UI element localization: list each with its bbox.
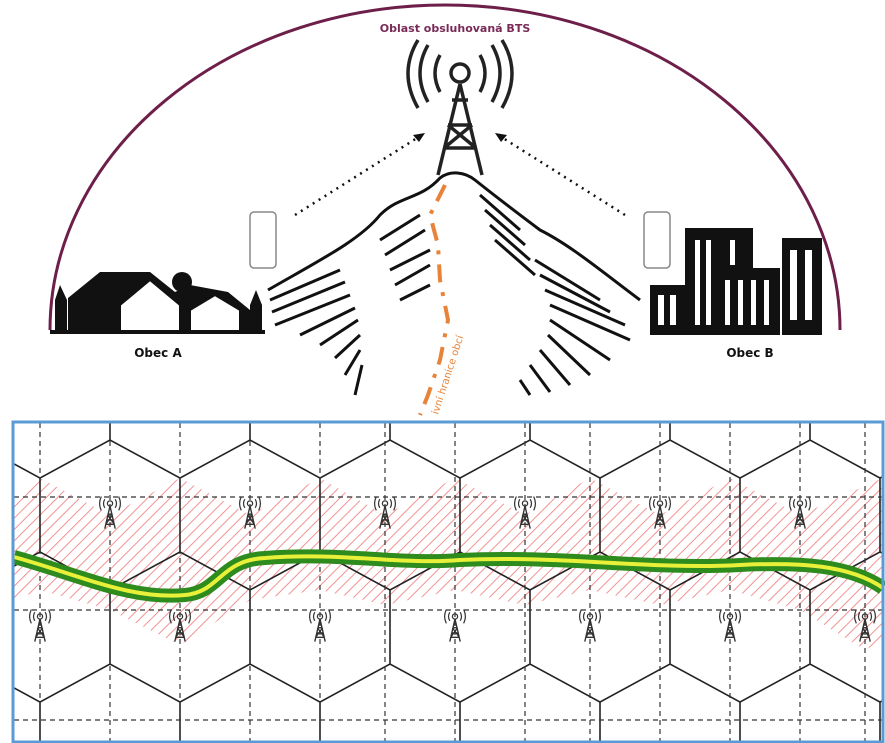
coverage-arc: [48, 3, 842, 331]
hex-grid: [14, 423, 883, 741]
phone: [249, 211, 277, 269]
houses: [55, 272, 262, 333]
dashed-grid: [14, 423, 883, 741]
mountain-hatching: [269, 193, 631, 396]
title: Oblast obsluhovaná BTS: [380, 22, 531, 35]
road-center: [13, 554, 885, 598]
top-scene: Oblast obsluhovaná BTS ivní hranice obcí: [48, 3, 842, 416]
ground: [50, 330, 265, 334]
arrow-left: [294, 131, 426, 217]
phone: [643, 211, 671, 269]
arrowhead: [495, 133, 507, 142]
bts-tower: [406, 39, 514, 176]
boundary-line: [418, 184, 451, 416]
area-label: Obec B: [726, 346, 773, 360]
arrowhead: [413, 133, 425, 142]
arrow-right: [494, 131, 626, 217]
map-border: [11, 420, 885, 743]
cell-map: [11, 420, 885, 743]
area-label: Obec A: [134, 346, 182, 360]
windows: [658, 240, 812, 325]
mountain: [267, 171, 641, 302]
